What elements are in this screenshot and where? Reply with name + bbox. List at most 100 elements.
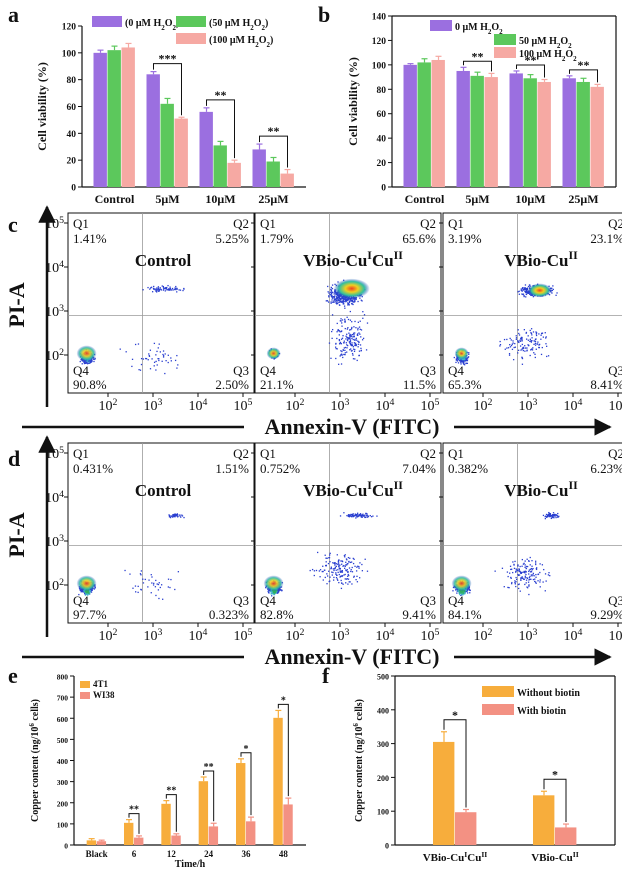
legend-swatch (176, 33, 206, 44)
bar (470, 75, 484, 187)
bar (146, 74, 160, 187)
x-tick-label: 24 (204, 849, 214, 859)
quadrant-label: Q1 (260, 216, 276, 231)
quadrant-value: 1.51% (215, 461, 249, 476)
y-tick-label: 103 (45, 533, 64, 551)
y-axis-label: Copper content (ng/106 cells) (28, 699, 41, 822)
y-tick-label: 700 (57, 694, 69, 703)
significance-bracket (543, 778, 567, 823)
x-axis-label: Time/h (175, 859, 206, 870)
x-tick-label: VBio-CuICuII (423, 850, 488, 865)
bar (252, 149, 266, 187)
quadrant-label: Q3 (608, 593, 622, 608)
density-hotspot (527, 283, 552, 298)
quadrant-value: 9.41% (402, 607, 436, 622)
quadrant-value: 8.41% (590, 377, 622, 392)
significance-label: ** (472, 49, 484, 63)
quadrant-value: 2.50% (215, 377, 249, 392)
bar (121, 47, 135, 187)
significance-label: ** (204, 762, 214, 773)
plot-frame (67, 442, 255, 624)
y-tick-label: 105 (45, 445, 64, 463)
y-tick-label: 120 (62, 23, 77, 33)
y-tick-label: 104 (45, 259, 64, 277)
significance-bracket (463, 60, 492, 72)
y-tick-label: 400 (377, 706, 389, 715)
legend-label: With biotin (517, 706, 566, 717)
quadrant-label: Q3 (233, 593, 249, 608)
quadrant-value: 65.3% (448, 377, 482, 392)
quadrant-label: Q4 (260, 593, 276, 608)
bar (455, 812, 477, 845)
significance-bracket (240, 752, 252, 816)
x-tick-label: 103 (519, 627, 538, 645)
x-tick-label: 104 (564, 397, 583, 415)
bar (199, 111, 213, 187)
significance-label: ** (166, 786, 176, 797)
x-tick-label: 12 (167, 849, 177, 859)
quadrant-value: 9.29% (590, 607, 622, 622)
y-tick-label: 500 (57, 736, 69, 745)
legend-swatch (482, 686, 514, 697)
x-tick-label: 103 (331, 627, 350, 645)
chart-panel-e: 0 100 200 300 400 500 600 700 800 Copper content … (28, 673, 306, 870)
x-tick-label: 103 (331, 397, 350, 415)
significance-label: * (281, 695, 286, 706)
bar (509, 73, 523, 187)
bar (208, 826, 219, 845)
bar (213, 145, 227, 187)
quadrant-label: Q4 (260, 363, 276, 378)
significance-label: * (452, 708, 458, 722)
bar (134, 837, 144, 845)
x-tick-label: 102 (474, 397, 493, 415)
plot-frame (254, 442, 442, 624)
y-tick-label: 100 (377, 808, 389, 817)
sample-label: VBio-CuICuII (303, 478, 403, 500)
y-tick-label: 100 (57, 820, 69, 829)
quadrant-label: Q2 (608, 216, 622, 231)
significance-bracket (259, 135, 288, 168)
bar (93, 52, 107, 188)
quadrant-value: 11.5% (403, 377, 436, 392)
bar (161, 803, 171, 845)
quadrant-value: 1.41% (73, 231, 107, 246)
legend-swatch (430, 20, 452, 31)
y-tick-label: 105 (45, 215, 64, 233)
quadrant-label: Q1 (73, 446, 89, 461)
x-tick-label: 103 (144, 627, 163, 645)
y-axis-label: Cell viability (%) (35, 62, 49, 151)
panel-letter: c (8, 212, 18, 237)
bar (403, 64, 417, 187)
x-tick-label: 48 (279, 849, 289, 859)
panel-letter: a (8, 2, 19, 27)
panel-letter: b (318, 2, 330, 27)
x-tick-label: 102 (286, 627, 305, 645)
y-tick-label: 102 (45, 577, 64, 595)
legend-swatch (494, 34, 516, 45)
x-tick-label: 104 (376, 627, 395, 645)
bar (246, 821, 256, 845)
legend-label: 4T1 (93, 679, 109, 689)
bar (86, 840, 97, 845)
panel-letter: f (322, 663, 330, 688)
quadrant-label: Q1 (448, 446, 464, 461)
quadrant-value: 84.1% (448, 607, 482, 622)
x-tick-label: 105 (421, 627, 440, 645)
quadrant-value: 82.8% (260, 607, 294, 622)
bar (266, 161, 280, 187)
y-tick-label: 104 (45, 489, 64, 507)
x-tick-label: 105 (234, 627, 253, 645)
x-tick-label: 102 (474, 627, 493, 645)
plot-frame (67, 212, 255, 394)
y-tick-label: 600 (57, 715, 69, 724)
plot-frame (442, 212, 622, 394)
x-tick-label: 105 (609, 627, 622, 645)
x-label-backdrop (244, 647, 454, 671)
quadrant-label: Q1 (448, 216, 464, 231)
quadrant-value: 3.19% (448, 231, 482, 246)
quadrant-value: 21.1% (260, 377, 294, 392)
quadrant-label: Q1 (260, 446, 276, 461)
